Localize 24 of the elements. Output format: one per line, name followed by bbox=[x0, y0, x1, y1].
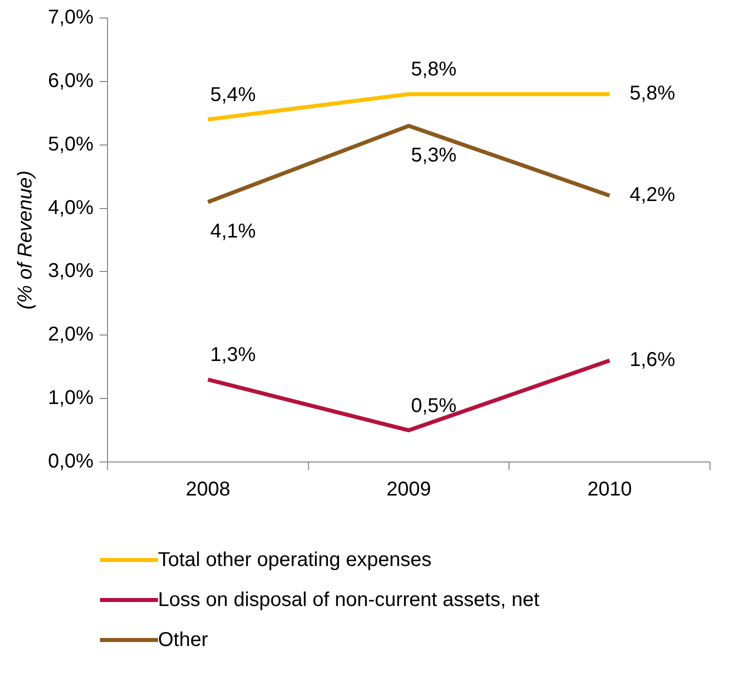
legend-label: Other bbox=[158, 628, 208, 652]
data-label: 4,1% bbox=[210, 220, 256, 242]
y-tick-label: 1,0% bbox=[48, 387, 94, 410]
legend-label: Total other operating expenses bbox=[158, 548, 432, 572]
y-tick-label: 5,0% bbox=[48, 133, 94, 156]
data-label: 4,2% bbox=[630, 184, 676, 206]
data-label: 5,8% bbox=[410, 58, 457, 81]
x-tick-label: 2010 bbox=[587, 478, 632, 501]
y-tick-label: 7,0% bbox=[48, 6, 94, 29]
data-label: 0,5% bbox=[410, 394, 457, 417]
x-tick-label: 2009 bbox=[386, 478, 432, 501]
y-tick-label: 2,0% bbox=[48, 324, 94, 346]
data-label: 5,4% bbox=[210, 84, 256, 106]
data-label: 1,3% bbox=[210, 344, 256, 366]
y-tick-label: 4,0% bbox=[48, 196, 94, 219]
y-tick-label: 3,0% bbox=[48, 260, 94, 282]
y-axis-title: (% of Revenue) bbox=[14, 170, 37, 310]
x-tick-label: 2008 bbox=[186, 478, 230, 501]
y-tick-label: 0,0% bbox=[48, 450, 94, 473]
y-tick-label: 6,0% bbox=[48, 70, 94, 92]
data-label: 5,3% bbox=[410, 144, 457, 166]
legend-label: Loss on disposal of non-current assets, net bbox=[158, 588, 540, 612]
data-label: 1,6% bbox=[630, 349, 676, 372]
data-label: 5,8% bbox=[630, 82, 676, 105]
